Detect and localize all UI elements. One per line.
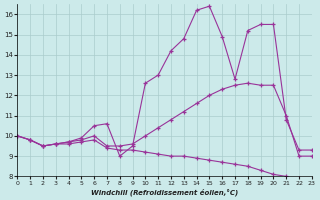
- X-axis label: Windchill (Refroidissement éolien,°C): Windchill (Refroidissement éolien,°C): [91, 188, 238, 196]
